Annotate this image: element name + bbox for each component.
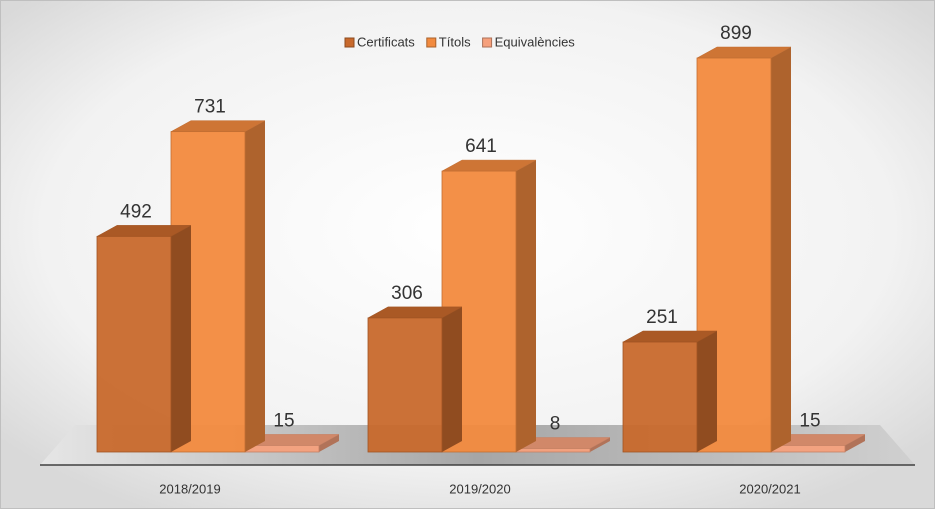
value-label: 15 xyxy=(799,410,820,431)
bar xyxy=(770,445,846,453)
bar-side xyxy=(771,47,791,452)
bar-side xyxy=(516,160,536,452)
x-tick-label: 2018/2019 xyxy=(159,481,220,496)
bar xyxy=(515,448,591,453)
value-label: 641 xyxy=(465,136,497,157)
value-label: 306 xyxy=(391,283,423,304)
value-label: 251 xyxy=(646,307,678,328)
bar-side xyxy=(697,330,717,452)
bar xyxy=(96,235,172,453)
legend-label: Certificats xyxy=(357,34,415,49)
bar xyxy=(367,317,443,453)
x-tick-label: 2020/2021 xyxy=(739,481,800,496)
legend-swatch xyxy=(344,37,355,48)
x-tick-label: 2019/2020 xyxy=(449,481,510,496)
legend-swatch xyxy=(482,37,493,48)
bar-side xyxy=(845,434,865,452)
value-label: 15 xyxy=(273,410,294,431)
value-label: 492 xyxy=(120,201,152,222)
bar-side xyxy=(171,225,191,452)
legend-swatch xyxy=(426,37,437,48)
bar-side xyxy=(442,306,462,452)
legend-label: Equivalències xyxy=(495,34,576,49)
bar xyxy=(244,445,320,453)
bar xyxy=(622,341,698,453)
value-label: 731 xyxy=(194,97,226,118)
value-label: 8 xyxy=(550,414,561,435)
bar-side xyxy=(590,437,610,452)
bar-side xyxy=(319,434,339,452)
value-label: 899 xyxy=(720,23,752,44)
bar-side xyxy=(245,120,265,452)
legend-label: Títols xyxy=(439,34,471,49)
